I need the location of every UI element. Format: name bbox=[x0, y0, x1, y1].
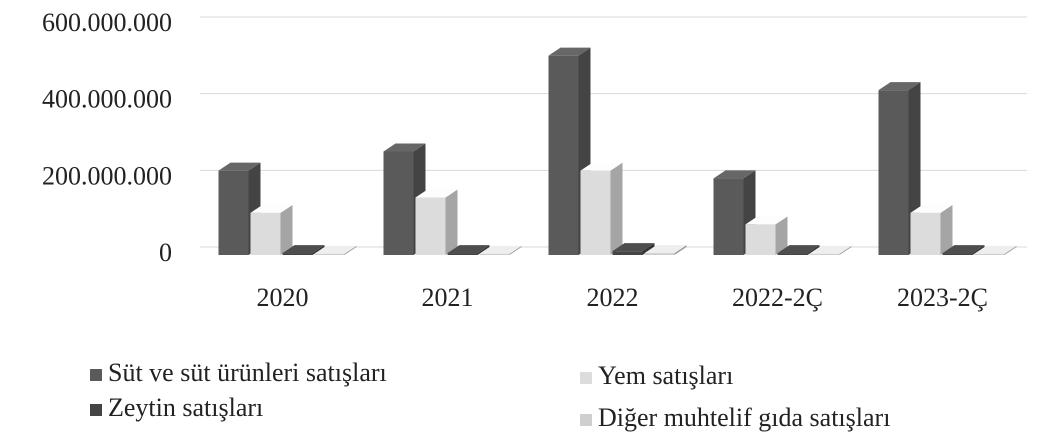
bar bbox=[878, 90, 909, 256]
y-tick-label: 0 bbox=[159, 238, 172, 267]
bar-side bbox=[477, 245, 490, 255]
bar bbox=[644, 253, 675, 255]
bar-top bbox=[745, 216, 788, 225]
bar-top bbox=[314, 245, 357, 254]
legend-swatch bbox=[90, 369, 102, 381]
bar-top bbox=[580, 162, 623, 171]
bar-side bbox=[610, 162, 623, 255]
bar bbox=[777, 253, 808, 255]
bar-top bbox=[644, 245, 687, 254]
legend-label: Zeytin satışları bbox=[108, 393, 263, 422]
legend-label: Diğer muhtelif gıda satışları bbox=[598, 403, 890, 432]
bar-top bbox=[479, 245, 522, 254]
bar-side bbox=[972, 245, 985, 255]
bar bbox=[612, 251, 643, 255]
bar bbox=[974, 253, 1005, 255]
bar-top bbox=[777, 245, 820, 254]
bar-side bbox=[509, 245, 522, 255]
bar bbox=[218, 170, 249, 255]
bar-side bbox=[839, 245, 852, 255]
legend-swatch bbox=[580, 372, 592, 384]
bar bbox=[314, 253, 345, 255]
bar-top bbox=[250, 204, 293, 213]
bar bbox=[250, 212, 281, 255]
bar bbox=[713, 178, 744, 255]
bar-side bbox=[1004, 245, 1017, 255]
bar-top bbox=[383, 143, 426, 152]
y-tick-label: 200.000.000 bbox=[42, 161, 172, 190]
bar bbox=[910, 212, 941, 255]
bar bbox=[745, 224, 776, 255]
legend-label: Süt ve süt ürünleri satışları bbox=[108, 358, 387, 387]
bar bbox=[548, 55, 579, 255]
bar bbox=[942, 253, 973, 255]
bar bbox=[447, 253, 478, 255]
bar bbox=[383, 151, 414, 255]
bar-top bbox=[548, 47, 591, 56]
bar-side bbox=[807, 245, 820, 255]
legend-swatch bbox=[90, 404, 102, 416]
bar-side bbox=[312, 245, 325, 255]
bar-top bbox=[878, 82, 921, 91]
bar-top bbox=[942, 245, 985, 254]
x-tick-label: 2022 bbox=[587, 283, 639, 312]
bar-side bbox=[445, 189, 458, 255]
y-tick-label: 400.000.000 bbox=[42, 85, 172, 114]
bar-top bbox=[218, 162, 261, 171]
x-tick-label: 2021 bbox=[422, 283, 474, 312]
y-tick-label: 600.000.000 bbox=[42, 8, 172, 37]
bar-top bbox=[910, 204, 953, 213]
bar-side bbox=[674, 245, 687, 255]
bar-side bbox=[642, 243, 655, 255]
bar-top bbox=[713, 170, 756, 179]
bar-top bbox=[415, 189, 458, 198]
bar-top bbox=[974, 245, 1017, 254]
bar-top bbox=[282, 245, 325, 254]
bar-side bbox=[775, 216, 788, 255]
legend-swatch bbox=[580, 414, 592, 426]
legend-label: Yem satışları bbox=[598, 361, 733, 390]
bar-side bbox=[344, 245, 357, 255]
bar bbox=[282, 253, 313, 255]
bar bbox=[580, 170, 611, 255]
bar-top bbox=[447, 245, 490, 254]
bar-side bbox=[940, 204, 953, 255]
x-tick-label: 2022-2Ç bbox=[732, 283, 823, 312]
x-tick-label: 2023-2Ç bbox=[897, 283, 988, 312]
bar-top bbox=[612, 243, 655, 252]
bar bbox=[809, 253, 840, 255]
x-tick-label: 2020 bbox=[257, 283, 309, 312]
bar-side bbox=[280, 204, 293, 255]
bar bbox=[415, 197, 446, 255]
bar bbox=[479, 253, 510, 255]
bar-top bbox=[809, 245, 852, 254]
